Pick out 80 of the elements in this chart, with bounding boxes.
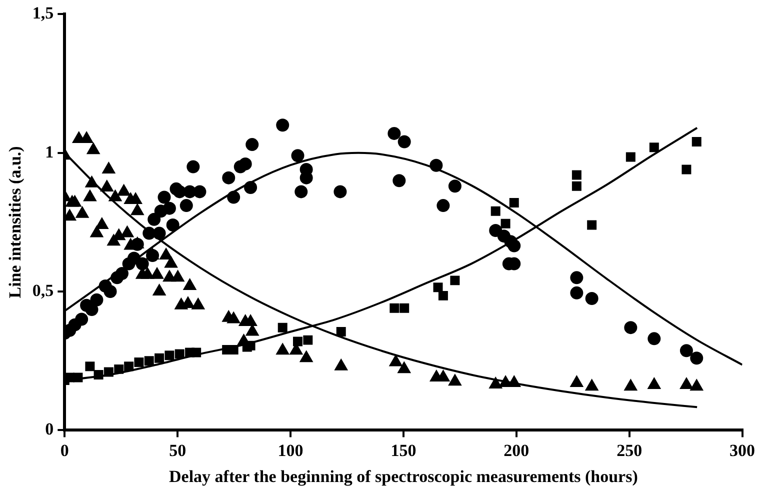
point	[134, 358, 144, 367]
point	[148, 212, 161, 226]
point	[276, 118, 290, 132]
point	[164, 350, 174, 360]
y-tick-label: 1,5	[32, 4, 54, 23]
x-axis-title: Delay after the beginning of spectroscopic measurements (hours)	[169, 467, 638, 486]
point	[154, 353, 164, 363]
point	[85, 303, 98, 316]
point	[94, 370, 104, 380]
x-tick-label: 150	[390, 440, 416, 460]
y-axis-title: Line intensities (a.u.)	[6, 146, 25, 298]
point	[398, 135, 411, 148]
point	[144, 356, 154, 366]
point	[682, 164, 692, 174]
point	[572, 170, 582, 180]
point	[334, 185, 347, 198]
point	[104, 285, 117, 298]
x-tick-label: 100	[278, 440, 304, 460]
point	[433, 282, 443, 292]
point	[648, 332, 661, 346]
point	[570, 271, 584, 284]
point	[294, 185, 308, 198]
point	[238, 157, 252, 170]
point	[158, 190, 171, 204]
point	[587, 220, 597, 230]
point	[278, 322, 288, 332]
point	[114, 364, 124, 374]
point	[152, 226, 166, 240]
point	[186, 160, 200, 174]
point	[116, 267, 129, 280]
point	[124, 362, 134, 372]
point	[392, 174, 406, 188]
x-tick-label: 200	[504, 440, 530, 460]
point	[490, 206, 500, 216]
point	[162, 202, 176, 215]
point	[570, 286, 584, 300]
point	[572, 181, 582, 191]
point	[438, 290, 448, 300]
point	[448, 180, 462, 193]
point	[400, 303, 410, 313]
point	[75, 312, 88, 326]
y-tick-label: 1	[45, 142, 54, 162]
y-tick-label: 0,5	[32, 280, 54, 300]
point	[90, 293, 104, 306]
point	[388, 126, 401, 140]
point	[192, 348, 202, 358]
point	[336, 327, 346, 336]
point	[227, 190, 240, 204]
point	[166, 218, 180, 232]
point	[244, 181, 258, 194]
point	[85, 362, 95, 372]
point	[626, 152, 636, 162]
point	[680, 344, 693, 358]
point	[585, 292, 598, 305]
x-tick-label: 50	[169, 440, 186, 460]
point	[291, 149, 304, 162]
point	[104, 367, 114, 377]
point	[649, 142, 659, 152]
x-tick-label: 300	[730, 440, 755, 460]
point	[430, 158, 443, 172]
x-tick-label: 250	[616, 440, 642, 460]
point	[692, 137, 702, 147]
point	[509, 198, 519, 208]
point	[222, 171, 236, 184]
point	[390, 303, 400, 313]
point	[500, 218, 510, 228]
point	[246, 138, 259, 152]
point	[303, 335, 313, 345]
point	[450, 276, 460, 286]
point	[436, 199, 450, 212]
point	[174, 349, 184, 359]
point	[193, 185, 206, 198]
point	[73, 372, 83, 382]
point	[624, 321, 638, 334]
x-tick-label: 0	[60, 440, 69, 460]
y-tick-label: 0	[45, 420, 54, 439]
point	[180, 199, 193, 212]
point	[508, 239, 521, 252]
point	[136, 257, 149, 270]
point	[690, 352, 704, 365]
